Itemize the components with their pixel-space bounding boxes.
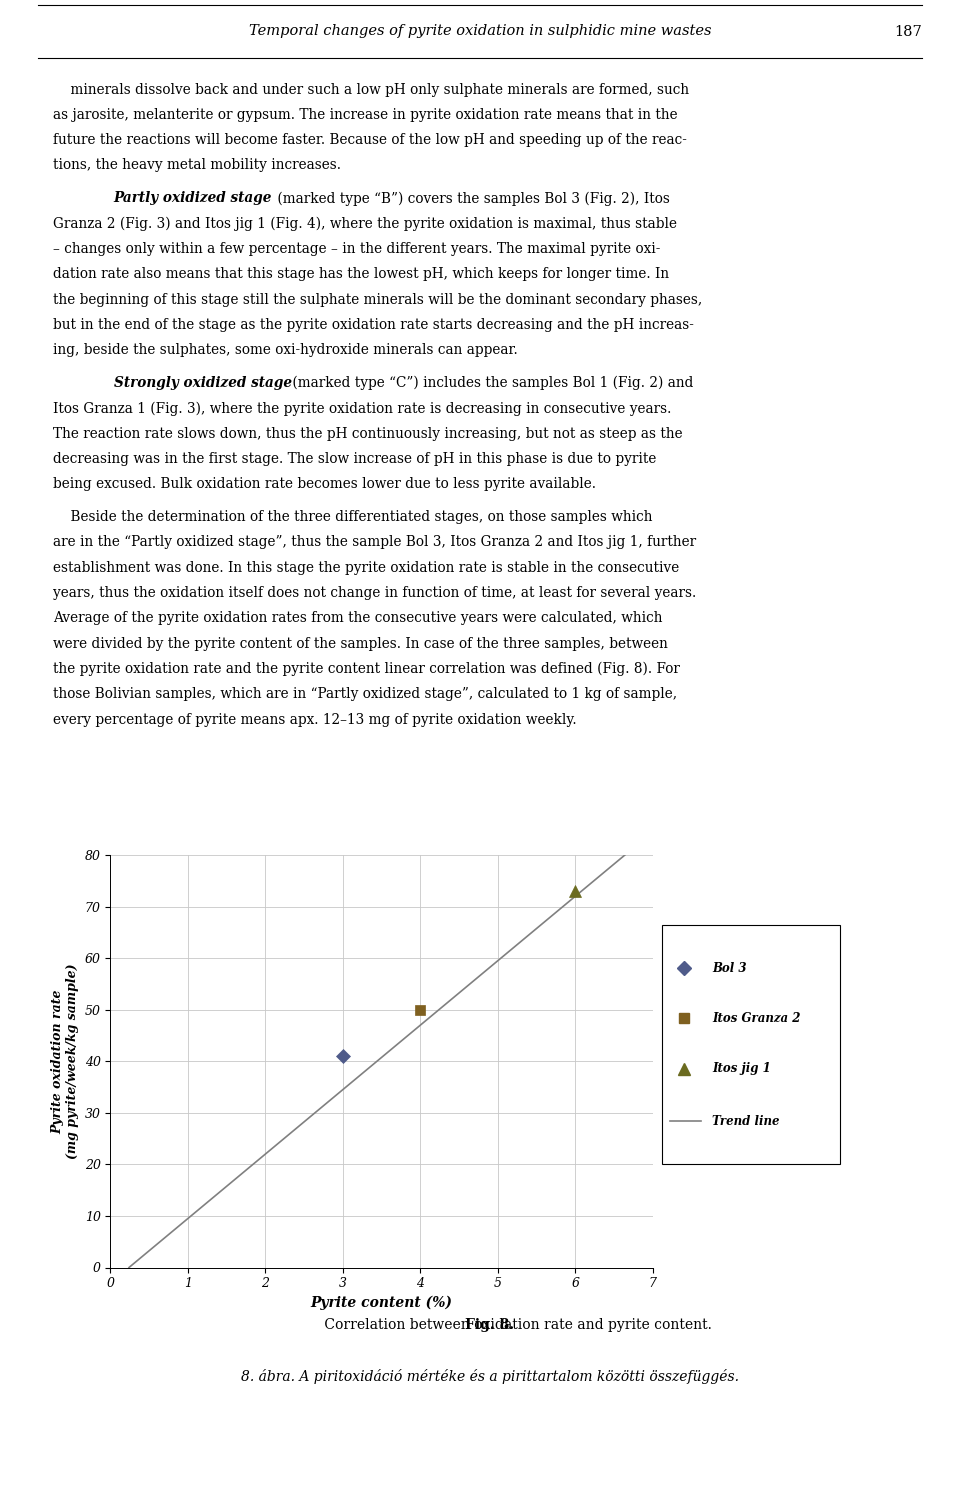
Text: every percentage of pyrite means apx. 12–13 mg of pyrite oxidation weekly.: every percentage of pyrite means apx. 12… [53,712,576,726]
Text: Trend line: Trend line [712,1114,780,1128]
Text: as jarosite, melanterite or gypsum. The increase in pyrite oxidation rate means : as jarosite, melanterite or gypsum. The … [53,108,678,122]
Text: 8. ábra. A piritoxidáció mértéke és a pirittartalom közötti összefüggés.: 8. ábra. A piritoxidáció mértéke és a pi… [241,1370,738,1384]
Text: Beside the determination of the three differentiated stages, on those samples wh: Beside the determination of the three di… [53,510,652,524]
Text: Granza 2 (Fig. 3) and Itos jig 1 (Fig. 4), where the pyrite oxidation is maximal: Granza 2 (Fig. 3) and Itos jig 1 (Fig. 4… [53,216,677,231]
Text: Partly oxidized stage: Partly oxidized stage [113,192,272,206]
Text: Itos jig 1: Itos jig 1 [712,1062,771,1076]
Text: the pyrite oxidation rate and the pyrite content linear correlation was defined : the pyrite oxidation rate and the pyrite… [53,662,680,676]
Text: minerals dissolve back and under such a low pH only sulphate minerals are formed: minerals dissolve back and under such a … [53,82,689,96]
Text: Itos Granza 2: Itos Granza 2 [712,1013,801,1025]
Text: establishment was done. In this stage the pyrite oxidation rate is stable in the: establishment was done. In this stage th… [53,561,679,574]
Text: Correlation between oxidation rate and pyrite content.: Correlation between oxidation rate and p… [320,1318,712,1332]
Text: The reaction rate slows down, thus the pH continuously increasing, but not as st: The reaction rate slows down, thus the p… [53,426,683,441]
Text: tions, the heavy metal mobility increases.: tions, the heavy metal mobility increase… [53,159,341,172]
Text: ing, beside the sulphates, some oxi-hydroxide minerals can appear.: ing, beside the sulphates, some oxi-hydr… [53,344,517,357]
Text: those Bolivian samples, which are in “Partly oxidized stage”, calculated to 1 kg: those Bolivian samples, which are in “Pa… [53,687,677,700]
Text: dation rate also means that this stage has the lowest pH, which keeps for longer: dation rate also means that this stage h… [53,267,669,282]
Text: (marked type “B”) covers the samples Bol 3 (Fig. 2), Itos: (marked type “B”) covers the samples Bol… [274,192,670,206]
Text: were divided by the pyrite content of the samples. In case of the three samples,: were divided by the pyrite content of th… [53,636,667,651]
Text: 187: 187 [894,24,922,39]
Text: future the reactions will become faster. Because of the low pH and speeding up o: future the reactions will become faster.… [53,134,686,147]
Y-axis label: Pyrite oxidation rate
(mg pyrite/week/kg sample): Pyrite oxidation rate (mg pyrite/week/kg… [51,963,79,1160]
Text: – changes only within a few percentage – in the different years. The maximal pyr: – changes only within a few percentage –… [53,242,660,256]
Text: are in the “Partly oxidized stage”, thus the sample Bol 3, Itos Granza 2 and Ito: are in the “Partly oxidized stage”, thus… [53,536,696,549]
Text: the beginning of this stage still the sulphate minerals will be the dominant sec: the beginning of this stage still the su… [53,292,702,306]
Text: decreasing was in the first stage. The slow increase of pH in this phase is due : decreasing was in the first stage. The s… [53,452,657,466]
Text: being excused. Bulk oxidation rate becomes lower due to less pyrite available.: being excused. Bulk oxidation rate becom… [53,477,596,490]
Text: Fig. 8.: Fig. 8. [465,1318,515,1332]
Text: years, thus the oxidation itself does not change in function of time, at least f: years, thus the oxidation itself does no… [53,586,696,600]
Text: Strongly oxidized stage: Strongly oxidized stage [113,376,292,390]
Text: but in the end of the stage as the pyrite oxidation rate starts decreasing and t: but in the end of the stage as the pyrit… [53,318,694,332]
Text: Average of the pyrite oxidation rates from the consecutive years were calculated: Average of the pyrite oxidation rates fr… [53,612,662,626]
X-axis label: Pyrite content (%): Pyrite content (%) [311,1296,452,1310]
Text: Temporal changes of pyrite oxidation in sulphidic mine wastes: Temporal changes of pyrite oxidation in … [249,24,711,39]
Text: (marked type “C”) includes the samples Bol 1 (Fig. 2) and: (marked type “C”) includes the samples B… [288,376,694,390]
Text: Bol 3: Bol 3 [712,962,747,975]
Text: Itos Granza 1 (Fig. 3), where the pyrite oxidation rate is decreasing in consecu: Itos Granza 1 (Fig. 3), where the pyrite… [53,402,671,416]
